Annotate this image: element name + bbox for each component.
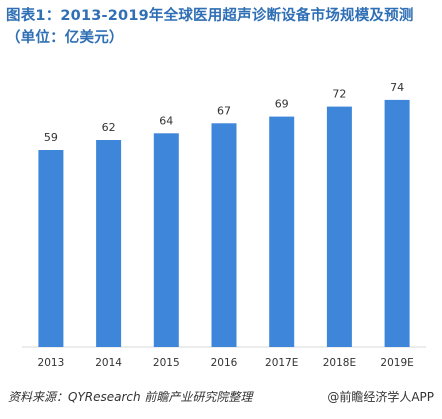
value-label-2018E: 72 — [332, 88, 346, 101]
bar-2019E — [384, 99, 410, 348]
x-tick-label-2013: 2013 — [38, 357, 65, 369]
x-tick-label-2015: 2015 — [153, 357, 180, 369]
brand-credit: @前瞻经济学人APP — [327, 390, 434, 404]
x-tick-label-2014: 2014 — [95, 357, 122, 369]
value-label-2015: 64 — [159, 114, 173, 127]
value-label-2016: 67 — [217, 104, 231, 117]
chart-title: 图表1：2013-2019年全球医用超声诊断设备市场规模及预测（单位：亿美元） — [6, 8, 414, 46]
value-label-2019E: 74 — [390, 81, 404, 94]
bar-2014 — [96, 140, 122, 347]
x-tick-label-2016: 2016 — [211, 357, 238, 369]
value-label-2017E: 69 — [275, 98, 289, 111]
x-tick-label-2018E: 2018E — [323, 357, 356, 369]
bar-2017E — [269, 116, 295, 347]
value-label-2014: 62 — [102, 121, 116, 134]
x-tick-label-2017E: 2017E — [265, 357, 298, 369]
bar-2013 — [38, 150, 64, 347]
source-note: 资料来源：QYResearch 前瞻产业研究院整理 — [8, 390, 253, 404]
bar-2015 — [153, 133, 179, 347]
x-tick-label-2019E: 2019E — [380, 357, 413, 369]
bar-2018E — [326, 106, 352, 347]
bar-2016 — [211, 123, 237, 347]
value-label-2013: 59 — [44, 131, 58, 144]
